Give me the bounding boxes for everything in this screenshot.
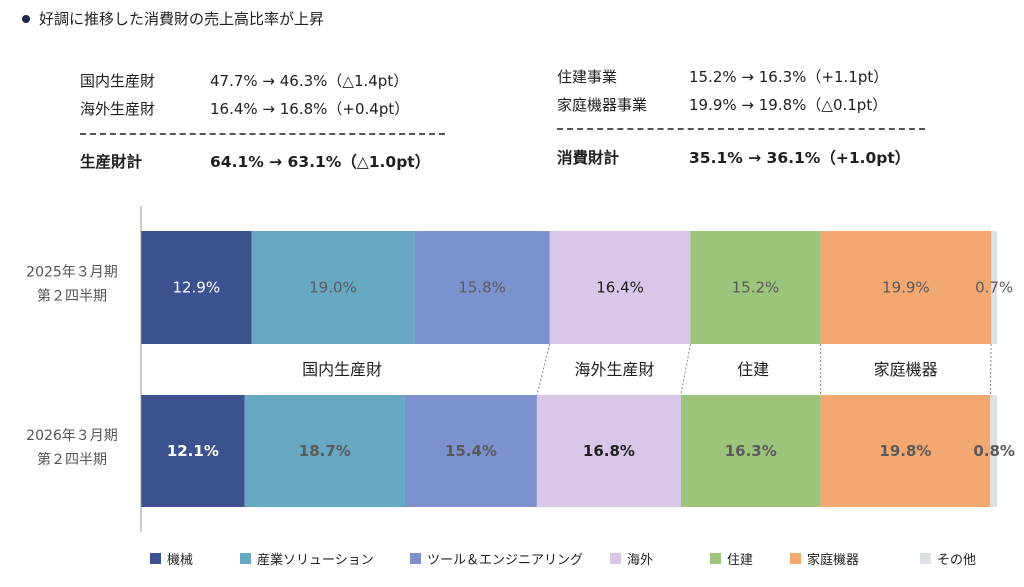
- group-label: 国内生産財: [302, 360, 382, 379]
- bar-segment: [141, 395, 245, 507]
- bar-segment: [991, 231, 998, 344]
- category-label: 第２四半期: [37, 288, 107, 305]
- legend-item: ツール＆エンジニアリング: [410, 549, 583, 568]
- group-label: 海外生産財: [574, 360, 654, 379]
- legend-swatch: [920, 553, 931, 564]
- data-label: 19.9%: [882, 279, 930, 297]
- summary-label: 消費財計: [557, 149, 620, 167]
- data-label: 15.8%: [458, 279, 506, 297]
- legend-label: 住建: [727, 553, 754, 568]
- bar-segment: [820, 395, 991, 507]
- section-heading: 好調に推移した消費財の売上高比率が上昇: [22, 8, 324, 29]
- category-label: 2025年３月期: [26, 265, 118, 281]
- data-label: 16.4%: [596, 279, 644, 297]
- legend-item: 家庭機器: [790, 549, 859, 568]
- legend-item: 海外: [610, 549, 653, 568]
- bar-segment: [414, 231, 550, 344]
- legend-swatch: [610, 553, 621, 564]
- group-label: 家庭機器: [874, 360, 938, 379]
- bar-segment: [251, 231, 415, 344]
- data-label: 15.4%: [445, 442, 497, 460]
- data-label: 16.8%: [583, 442, 635, 460]
- bar-segment: [690, 231, 821, 344]
- legend-swatch: [790, 553, 801, 564]
- summary-value: 16.4% → 16.8%（+0.4pt）: [210, 100, 410, 118]
- data-label: 19.8%: [879, 442, 931, 460]
- summary-value: 47.7% → 46.3%（△1.4pt）: [210, 72, 409, 90]
- summary-label: 海外生産財: [80, 100, 156, 118]
- data-label: 18.7%: [299, 442, 351, 460]
- summary-value: 35.1% → 36.1%（+1.0pt）: [689, 149, 911, 167]
- legend-swatch: [410, 553, 421, 564]
- data-label: 15.2%: [732, 279, 780, 297]
- legend-item: その他: [920, 549, 976, 568]
- summary-label: 住建事業: [557, 68, 618, 86]
- bar-segment: [404, 395, 537, 507]
- summary-label: 生産財計: [80, 153, 143, 171]
- bar-segment: [549, 231, 691, 344]
- summary-value: 64.1% → 63.1%（△1.0pt）: [210, 153, 431, 171]
- legend-swatch: [710, 553, 721, 564]
- summary-label: 国内生産財: [80, 72, 156, 90]
- chart-legend: 機械 産業ソリューション ツール＆エンジニアリング 海外 住建 家庭機器 その他: [150, 549, 1010, 568]
- section-heading-text: 好調に推移した消費財の売上高比率が上昇: [39, 10, 325, 28]
- data-label: 19.0%: [309, 279, 357, 297]
- bar-segment: [536, 395, 681, 507]
- bar-segment: [990, 395, 998, 507]
- data-label: 12.1%: [167, 442, 219, 460]
- category-label: 2026年３月期: [26, 428, 118, 444]
- legend-label: 家庭機器: [807, 553, 860, 568]
- data-label: 0.8%: [973, 442, 1015, 460]
- group-label: 住建: [737, 360, 769, 379]
- legend-label: 海外: [627, 553, 654, 568]
- legend-label: その他: [937, 553, 977, 568]
- legend-swatch: [150, 553, 161, 564]
- bar-segment: [820, 231, 992, 344]
- legend-label: 産業ソリューション: [257, 553, 374, 568]
- data-label: 16.3%: [725, 442, 777, 460]
- legend-label: 機械: [167, 553, 194, 568]
- summary-divider: [80, 133, 445, 135]
- legend-item: 機械: [150, 549, 193, 568]
- legend-swatch: [240, 553, 251, 564]
- segment-connector: [536, 343, 551, 396]
- segment-connector: [680, 343, 691, 396]
- legend-label: ツール＆エンジニアリング: [427, 553, 584, 568]
- summary-value: 19.9% → 19.8%（△0.1pt）: [689, 96, 888, 114]
- bullet-icon: [22, 14, 30, 23]
- bar-segment: [141, 231, 252, 344]
- legend-item: 住建: [710, 549, 753, 568]
- summary-label: 家庭機器事業: [557, 96, 648, 114]
- summary-divider: [557, 128, 925, 130]
- data-label: 12.9%: [172, 279, 220, 297]
- summary-value: 15.2% → 16.3%（+1.1pt）: [689, 68, 889, 86]
- legend-item: 産業ソリューション: [240, 549, 374, 568]
- bar-segment: [244, 395, 405, 507]
- category-label: 第２四半期: [37, 451, 107, 468]
- segment-connector: [989, 343, 992, 396]
- bar-segment: [680, 395, 821, 507]
- data-label: 0.7%: [975, 279, 1013, 297]
